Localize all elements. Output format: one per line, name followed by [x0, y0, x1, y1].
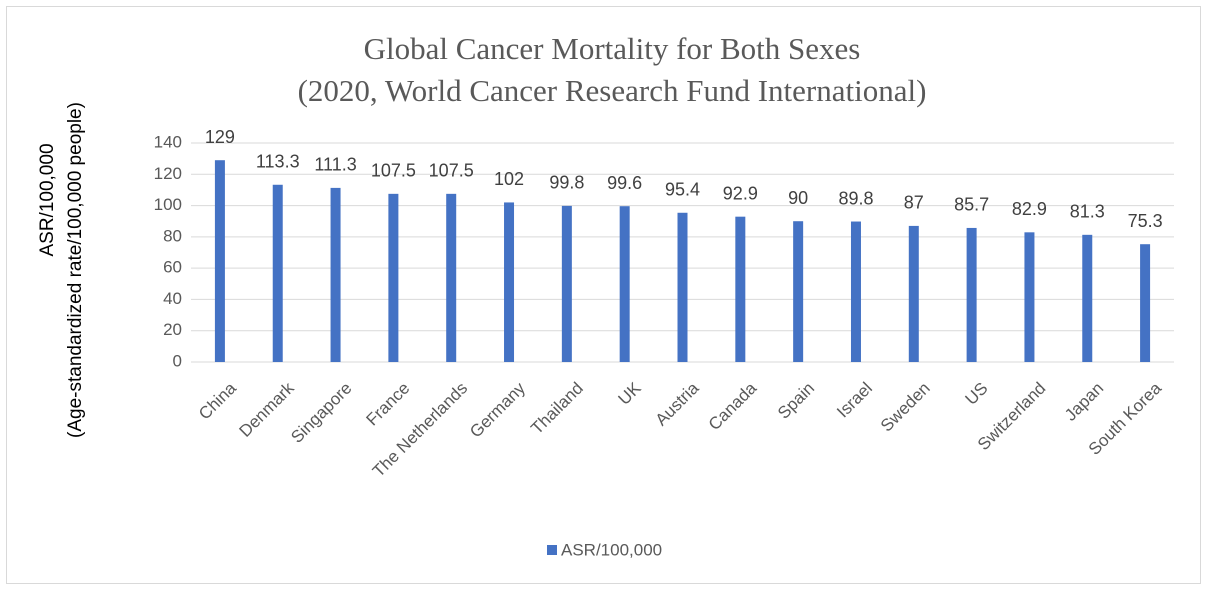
data-label: 111.3: [314, 155, 356, 175]
bar: [793, 221, 804, 362]
data-label: 99.6: [607, 173, 642, 193]
y-tick-label: 80: [163, 226, 182, 245]
chart-title: (2020, World Cancer Research Fund Intern…: [298, 73, 927, 108]
bar: [908, 225, 919, 362]
data-label: 89.8: [838, 188, 873, 208]
data-label: 92.9: [723, 183, 758, 203]
bar: [966, 227, 977, 362]
bar: [677, 212, 688, 362]
bar: [561, 205, 572, 362]
legend-label: ASR/100,000: [561, 540, 662, 559]
y-axis-label: (Age-standardized rate/100,000 people): [65, 102, 86, 438]
bar: [504, 202, 515, 362]
y-tick-label: 140: [154, 132, 182, 151]
data-label: 90: [788, 188, 808, 208]
bar: [850, 221, 861, 362]
y-axis-label: ASR/100,000: [37, 143, 58, 256]
bar: [214, 160, 225, 362]
y-tick-label: 0: [173, 351, 182, 370]
data-label: 75.3: [1128, 211, 1163, 231]
bar: [1024, 232, 1035, 362]
data-label: 87: [904, 193, 924, 213]
y-tick-label: 40: [163, 289, 182, 308]
bar: [735, 216, 746, 362]
data-label: 95.4: [665, 180, 700, 200]
bar: [1082, 234, 1093, 362]
data-label: 85.7: [954, 195, 989, 215]
chart-title: Global Cancer Mortality for Both Sexes: [364, 31, 861, 66]
data-label: 82.9: [1012, 199, 1047, 219]
y-tick-label: 60: [163, 258, 182, 277]
bar: [446, 193, 457, 362]
y-tick-label: 20: [163, 320, 182, 339]
bar: [330, 187, 341, 362]
data-label: 107.5: [429, 161, 474, 181]
bar: [1140, 244, 1151, 362]
y-tick-label: 100: [154, 195, 182, 214]
bar: [388, 193, 399, 362]
bar: [619, 206, 630, 362]
data-label: 129: [205, 127, 235, 147]
data-label: 107.5: [371, 161, 416, 181]
chart-border: [6, 6, 1201, 584]
legend-swatch: [547, 545, 557, 555]
data-label: 81.3: [1070, 202, 1105, 222]
data-label: 102: [494, 169, 524, 189]
data-label: 113.3: [256, 152, 300, 172]
y-tick-label: 120: [154, 164, 182, 183]
data-label: 99.8: [549, 173, 584, 193]
bar: [272, 184, 283, 362]
